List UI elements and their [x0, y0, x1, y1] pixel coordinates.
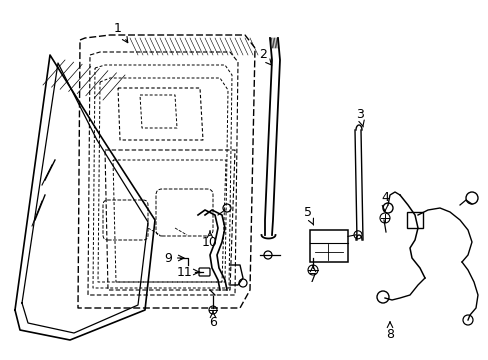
- Bar: [406, 212, 422, 228]
- Text: 8: 8: [385, 322, 393, 342]
- Text: 2: 2: [259, 49, 271, 65]
- Text: 5: 5: [304, 207, 313, 225]
- Bar: [309, 230, 347, 262]
- Text: 9: 9: [164, 252, 183, 265]
- Text: 10: 10: [202, 231, 218, 249]
- Text: 4: 4: [380, 192, 388, 211]
- Text: 7: 7: [308, 266, 316, 284]
- Text: 6: 6: [209, 311, 217, 329]
- Text: 3: 3: [355, 108, 364, 127]
- Text: 1: 1: [114, 22, 127, 42]
- Text: 11: 11: [177, 265, 199, 279]
